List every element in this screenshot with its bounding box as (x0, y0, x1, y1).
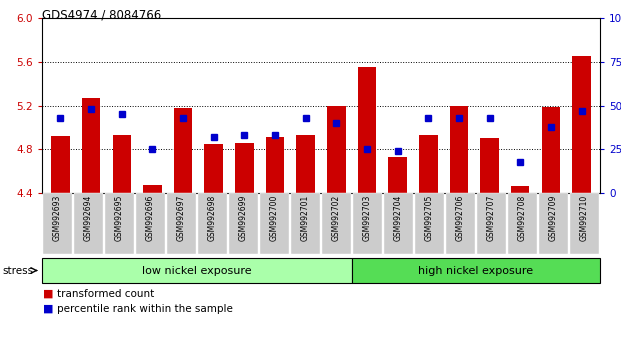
Bar (235, 143, 253, 193)
Bar (481, 138, 499, 193)
Bar (204, 144, 223, 193)
Text: GSM992697: GSM992697 (177, 195, 186, 241)
Text: GDS4974 / 8084766: GDS4974 / 8084766 (42, 8, 161, 21)
Bar (82, 98, 100, 193)
Bar (358, 67, 376, 193)
Text: GSM992709: GSM992709 (549, 195, 558, 241)
Text: transformed count: transformed count (57, 289, 154, 299)
Text: ■: ■ (43, 304, 54, 314)
Bar (542, 107, 560, 193)
Bar (327, 105, 345, 193)
Text: GSM992701: GSM992701 (301, 195, 310, 241)
Bar (419, 135, 438, 193)
Text: GSM992702: GSM992702 (332, 195, 341, 241)
Text: GSM992694: GSM992694 (84, 195, 93, 241)
Text: GSM992700: GSM992700 (270, 195, 279, 241)
Bar (51, 136, 70, 193)
Text: GSM992705: GSM992705 (425, 195, 434, 241)
Bar (143, 185, 161, 193)
Bar (266, 137, 284, 193)
Text: GSM992710: GSM992710 (580, 195, 589, 241)
Text: GSM992704: GSM992704 (394, 195, 403, 241)
Text: low nickel exposure: low nickel exposure (142, 266, 252, 275)
Text: GSM992707: GSM992707 (487, 195, 496, 241)
Bar (174, 108, 193, 193)
Text: GSM992698: GSM992698 (208, 195, 217, 241)
Text: GSM992693: GSM992693 (53, 195, 62, 241)
Bar (389, 157, 407, 193)
Text: GSM992706: GSM992706 (456, 195, 465, 241)
Text: GSM992703: GSM992703 (363, 195, 372, 241)
Bar (573, 56, 591, 193)
Text: GSM992696: GSM992696 (146, 195, 155, 241)
Bar (296, 135, 315, 193)
Text: stress: stress (2, 266, 34, 275)
Text: percentile rank within the sample: percentile rank within the sample (57, 304, 233, 314)
Text: GSM992699: GSM992699 (239, 195, 248, 241)
Bar (511, 187, 530, 193)
Text: ■: ■ (43, 289, 54, 299)
Bar (112, 135, 131, 193)
Text: high nickel exposure: high nickel exposure (419, 266, 533, 275)
Bar (450, 105, 468, 193)
Text: GSM992708: GSM992708 (518, 195, 527, 241)
Text: GSM992695: GSM992695 (115, 195, 124, 241)
